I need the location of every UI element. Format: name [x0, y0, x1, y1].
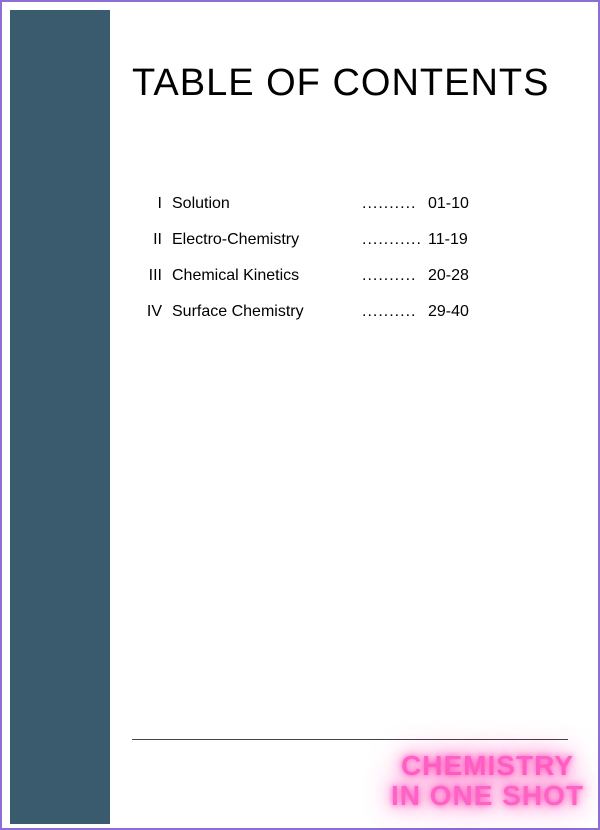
toc-row: I Solution .......... 01-10 — [132, 195, 578, 213]
content-area: TABLE OF CONTENTS I Solution .......... … — [132, 62, 578, 339]
toc-dots: .......... — [362, 195, 422, 213]
page-title: TABLE OF CONTENTS — [132, 62, 578, 105]
horizontal-rule — [132, 739, 568, 740]
toc-row: II Electro-Chemistry ........... 11-19 — [132, 231, 578, 249]
toc-dots: .......... — [362, 267, 422, 285]
toc-pages: 11-19 — [428, 231, 468, 249]
toc-roman: III — [132, 267, 162, 285]
toc-chapter: Solution — [172, 195, 362, 213]
toc-row: III Chemical Kinetics .......... 20-28 — [132, 267, 578, 285]
brand-stamp: CHEMISTRY IN ONE SHOT — [391, 751, 584, 810]
toc-list: I Solution .......... 01-10 II Electro-C… — [132, 195, 578, 321]
toc-chapter: Surface Chemistry — [172, 303, 362, 321]
toc-roman: I — [132, 195, 162, 213]
toc-row: IV Surface Chemistry .......... 29-40 — [132, 303, 578, 321]
toc-roman: IV — [132, 303, 162, 321]
toc-dots: ........... — [362, 231, 422, 249]
toc-roman: II — [132, 231, 162, 249]
toc-pages: 20-28 — [428, 267, 469, 285]
stamp-line-2: IN ONE SHOT — [391, 781, 584, 810]
toc-dots: .......... — [362, 303, 422, 321]
toc-chapter: Electro-Chemistry — [172, 231, 362, 249]
sidebar-accent — [10, 10, 110, 824]
stamp-line-1: CHEMISTRY — [391, 751, 584, 780]
toc-chapter: Chemical Kinetics — [172, 267, 362, 285]
toc-pages: 29-40 — [428, 303, 469, 321]
toc-pages: 01-10 — [428, 195, 469, 213]
